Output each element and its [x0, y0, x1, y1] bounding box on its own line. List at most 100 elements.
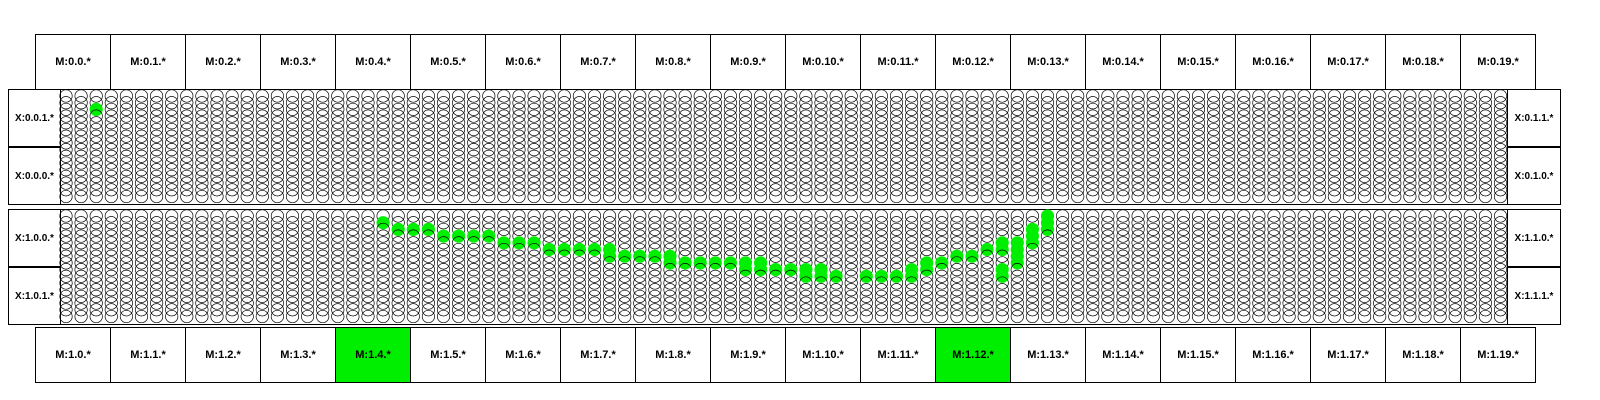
bottom-module-10[interactable]: M:1.10.* [785, 327, 861, 383]
node [542, 169, 556, 183]
top-module-17[interactable]: M:0.17.* [1310, 34, 1386, 90]
bottom-module-19[interactable]: M:1.19.* [1460, 327, 1536, 383]
node [1071, 189, 1085, 204]
node [255, 222, 269, 236]
node [1222, 143, 1236, 157]
bottom-module-17[interactable]: M:1.17.* [1310, 327, 1386, 383]
node [769, 236, 783, 250]
node [346, 129, 360, 143]
node [738, 109, 753, 123]
top-module-12[interactable]: M:0.12.* [935, 34, 1011, 90]
node [603, 176, 617, 190]
node [587, 149, 602, 163]
node [1176, 143, 1190, 157]
node [633, 149, 647, 163]
node [1040, 263, 1055, 277]
node [1463, 176, 1477, 190]
top-module-4[interactable]: M:0.4.* [335, 34, 411, 90]
top-module-13[interactable]: M:0.13.* [1010, 34, 1086, 90]
bottom-module-2[interactable]: M:1.2.* [185, 327, 261, 383]
bottom-module-6[interactable]: M:1.6.* [485, 327, 561, 383]
node [1267, 216, 1281, 230]
bottom-module-11[interactable]: M:1.11.* [860, 327, 936, 383]
bottom-module-7[interactable]: M:1.7.* [560, 327, 636, 383]
node [421, 263, 435, 277]
node [965, 309, 979, 324]
node [1478, 169, 1492, 183]
node [1116, 89, 1130, 103]
node [572, 89, 586, 103]
bottom-module-0[interactable]: M:1.0.* [35, 327, 111, 383]
top-module-9[interactable]: M:0.9.* [710, 34, 786, 90]
node [1463, 242, 1477, 257]
bottom-module-13[interactable]: M:1.13.* [1010, 327, 1086, 383]
node [557, 289, 571, 303]
bottom-module-12[interactable]: M:1.12.* [935, 327, 1011, 383]
node [1146, 276, 1160, 290]
top-module-11[interactable]: M:0.11.* [860, 34, 936, 90]
bottom-module-5[interactable]: M:1.5.* [410, 327, 486, 383]
node [1433, 269, 1447, 283]
bottom-module-3[interactable]: M:1.3.* [260, 327, 336, 383]
top-module-2[interactable]: M:0.2.* [185, 34, 261, 90]
node [950, 256, 964, 270]
node [1252, 102, 1266, 116]
top-module-15[interactable]: M:0.15.* [1160, 34, 1236, 90]
node [859, 296, 873, 310]
node [1252, 276, 1266, 290]
node [874, 149, 888, 163]
top-module-16[interactable]: M:0.16.* [1235, 34, 1311, 90]
node [240, 102, 254, 116]
node [1282, 263, 1296, 277]
node [1176, 276, 1190, 290]
node [1222, 249, 1236, 263]
node [1282, 109, 1296, 123]
node [572, 256, 586, 270]
node [497, 129, 511, 143]
node [467, 89, 481, 103]
node [1237, 96, 1251, 110]
node [331, 102, 345, 116]
node [331, 136, 345, 150]
node [980, 263, 994, 277]
bottom-module-9[interactable]: M:1.9.* [710, 327, 786, 383]
node [859, 143, 873, 157]
node [1433, 136, 1447, 150]
bottom-module-4[interactable]: M:1.4.* [335, 327, 411, 383]
top-module-8[interactable]: M:0.8.* [635, 34, 711, 90]
node [844, 249, 858, 263]
node [210, 116, 224, 130]
bottom-module-18[interactable]: M:1.18.* [1385, 327, 1461, 383]
top-module-19[interactable]: M:0.19.* [1460, 34, 1536, 90]
node [1373, 102, 1387, 116]
node [1176, 122, 1190, 137]
node [542, 296, 556, 310]
top-module-6[interactable]: M:0.6.* [485, 34, 561, 90]
bottom-module-15[interactable]: M:1.15.* [1160, 327, 1236, 383]
top-module-0[interactable]: M:0.0.* [35, 34, 111, 90]
top-module-10[interactable]: M:0.10.* [785, 34, 861, 90]
node [1176, 309, 1190, 324]
node [346, 122, 360, 137]
node [769, 96, 783, 110]
node [1418, 289, 1432, 303]
node [1161, 309, 1175, 324]
node [1191, 289, 1206, 303]
node [376, 303, 390, 317]
node [301, 216, 315, 230]
node [406, 236, 420, 250]
bottom-module-14[interactable]: M:1.14.* [1085, 327, 1161, 383]
node [59, 109, 73, 123]
bottom-module-8[interactable]: M:1.8.* [635, 327, 711, 383]
node [1237, 122, 1251, 137]
bottom-module-1[interactable]: M:1.1.* [110, 327, 186, 383]
node [1086, 116, 1100, 130]
node [572, 249, 586, 263]
node [497, 209, 511, 223]
node [859, 116, 873, 130]
node [572, 109, 586, 123]
node [1101, 156, 1115, 170]
node [1388, 156, 1402, 170]
bottom-module-16[interactable]: M:1.16.* [1235, 327, 1311, 383]
node [195, 242, 209, 257]
